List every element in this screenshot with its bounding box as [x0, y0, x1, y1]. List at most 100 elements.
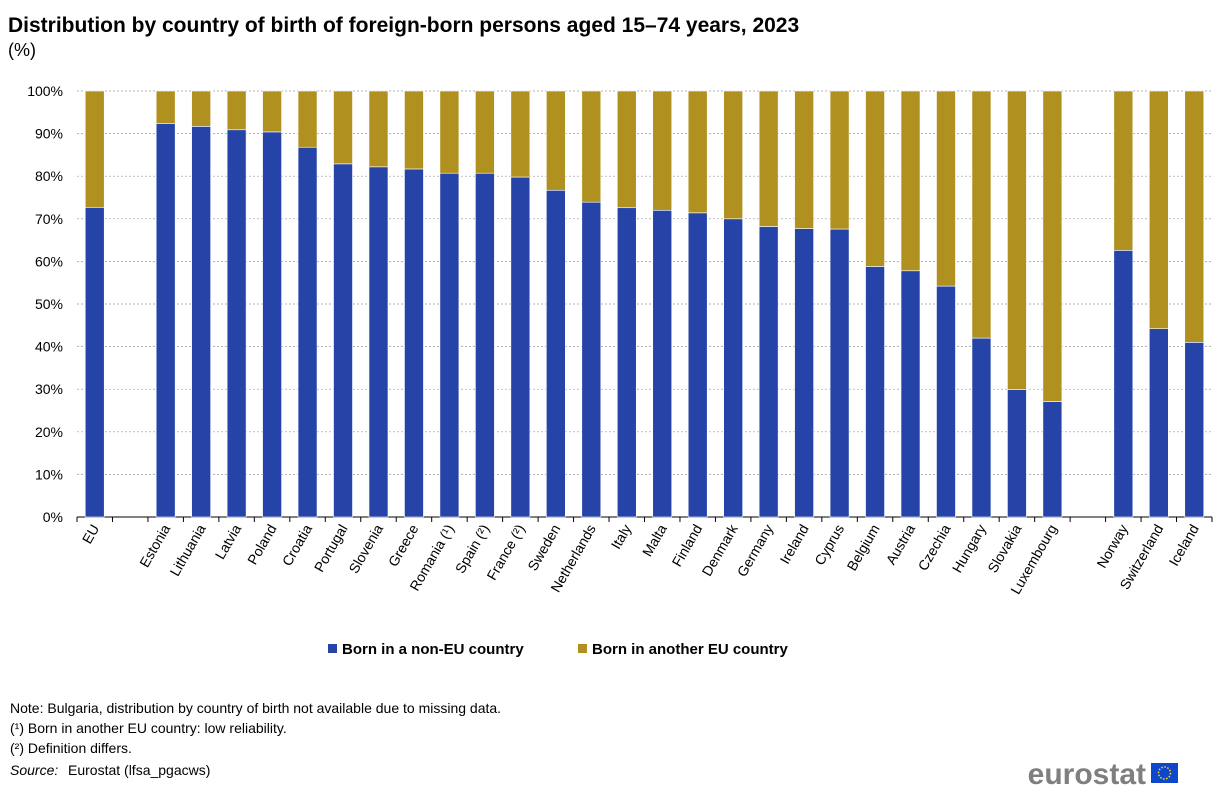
x-tick-label: Slovenia	[345, 521, 386, 576]
bar-segment	[475, 172, 495, 518]
bar-segment	[546, 189, 566, 518]
bar-segment	[84, 90, 105, 208]
bar-segment	[900, 270, 921, 518]
bar-segment	[971, 337, 992, 518]
bar-segment	[1007, 90, 1027, 390]
bar-segment	[829, 228, 850, 518]
bar-segment	[936, 285, 956, 518]
bar-segment	[404, 168, 424, 518]
bar-segment	[687, 212, 708, 518]
y-tick-label: 20%	[35, 424, 63, 440]
bar-segment	[439, 90, 460, 174]
x-tick-label: Belgium	[843, 522, 882, 574]
bar-segment	[652, 209, 673, 518]
source-label: Source:	[10, 762, 58, 778]
bar-segment	[226, 129, 247, 518]
x-tick-label: Estonia	[136, 521, 173, 570]
bar-segment	[723, 218, 743, 518]
x-tick-label: Czechia	[914, 521, 953, 573]
bar-segment	[1007, 389, 1027, 518]
x-tick-label: Iceland	[1165, 522, 1201, 569]
x-tick-label: Cyprus	[811, 522, 847, 568]
bar-segment	[936, 90, 956, 287]
bar-segment	[510, 90, 531, 178]
logo-flag	[1151, 763, 1178, 783]
bar-segment	[971, 90, 992, 339]
x-tick-label: Finland	[668, 522, 705, 570]
bar-segment	[758, 90, 779, 227]
logo-stars	[1157, 766, 1172, 780]
bar-segment	[546, 90, 566, 191]
bar-segment	[155, 123, 176, 518]
y-tick-label: 50%	[35, 296, 63, 312]
chart-subtitle: (%)	[8, 40, 36, 60]
source: Eurostat (lfsa_pgacws)	[68, 762, 210, 778]
bar-segment	[1042, 90, 1063, 402]
y-tick-label: 0%	[43, 509, 63, 525]
bar-segment	[191, 126, 211, 518]
bar-segment	[616, 90, 637, 209]
bar-segment	[1148, 90, 1169, 330]
x-tick-label: Ireland	[776, 522, 811, 567]
note: Note: Bulgaria, distribution by country …	[10, 700, 501, 716]
bar-segment	[262, 90, 282, 133]
note: (²) Definition differs.	[10, 740, 132, 756]
bar-segment	[652, 90, 673, 211]
bar-segment	[262, 131, 282, 518]
x-tick-label: Portugal	[311, 522, 351, 575]
x-tick-label: Greece	[385, 521, 422, 569]
bar-segment	[368, 166, 389, 518]
bar-segment	[297, 146, 318, 518]
x-tick-label: Croatia	[279, 521, 316, 568]
x-tick-label: Slovakia	[984, 521, 1024, 575]
bar-segment	[84, 206, 105, 518]
x-tick-label: Latvia	[212, 521, 245, 562]
bar-segment	[297, 90, 318, 148]
y-tick-label: 30%	[35, 381, 63, 397]
legend-swatch	[328, 644, 337, 653]
bar-segment	[368, 90, 389, 168]
bar-segment	[1184, 342, 1205, 518]
bar-segment	[1042, 401, 1063, 518]
bar-segment	[191, 90, 211, 127]
y-tick-label: 60%	[35, 253, 63, 269]
legend-label: Born in another EU country	[592, 641, 789, 658]
y-tick-label: 90%	[35, 126, 63, 142]
x-tick-label: Malta	[639, 521, 670, 559]
bar-segment	[687, 90, 708, 214]
bar-segment	[900, 90, 921, 272]
bar-segment	[439, 172, 460, 518]
x-tick-label: Poland	[244, 522, 280, 568]
bar-segment	[865, 90, 885, 267]
bar-segment	[333, 90, 353, 165]
legend-swatch	[578, 644, 587, 653]
bar-segment	[794, 228, 814, 518]
bar-segment	[475, 90, 495, 174]
legend-label: Born in a non-EU country	[342, 641, 524, 658]
bar-segment	[1113, 90, 1134, 251]
bar-segment	[333, 163, 353, 518]
x-tick-label: Sweden	[524, 522, 563, 574]
y-tick-label: 70%	[35, 211, 63, 227]
x-tick-label: Norway	[1093, 522, 1131, 571]
bar-segment	[581, 90, 602, 203]
bar-segment	[581, 201, 602, 518]
bar-segment	[1184, 90, 1205, 343]
bar-segment	[616, 207, 637, 518]
chart-title: Distribution by country of birth of fore…	[8, 14, 799, 37]
bar-segment	[510, 176, 531, 518]
y-tick-label: 40%	[35, 339, 63, 355]
bar-segment	[865, 266, 885, 518]
bar-segment	[226, 90, 247, 131]
bar-segment	[794, 90, 814, 229]
x-tick-label: Hungary	[949, 522, 989, 576]
x-tick-label: EU	[79, 522, 103, 547]
bar-segment	[829, 90, 850, 230]
bar-segment	[155, 90, 176, 124]
x-tick-label: Italy	[608, 522, 635, 552]
bar-segment	[1148, 328, 1169, 518]
logo-text: eurostat	[1028, 758, 1146, 791]
bar-segment	[1113, 250, 1134, 518]
